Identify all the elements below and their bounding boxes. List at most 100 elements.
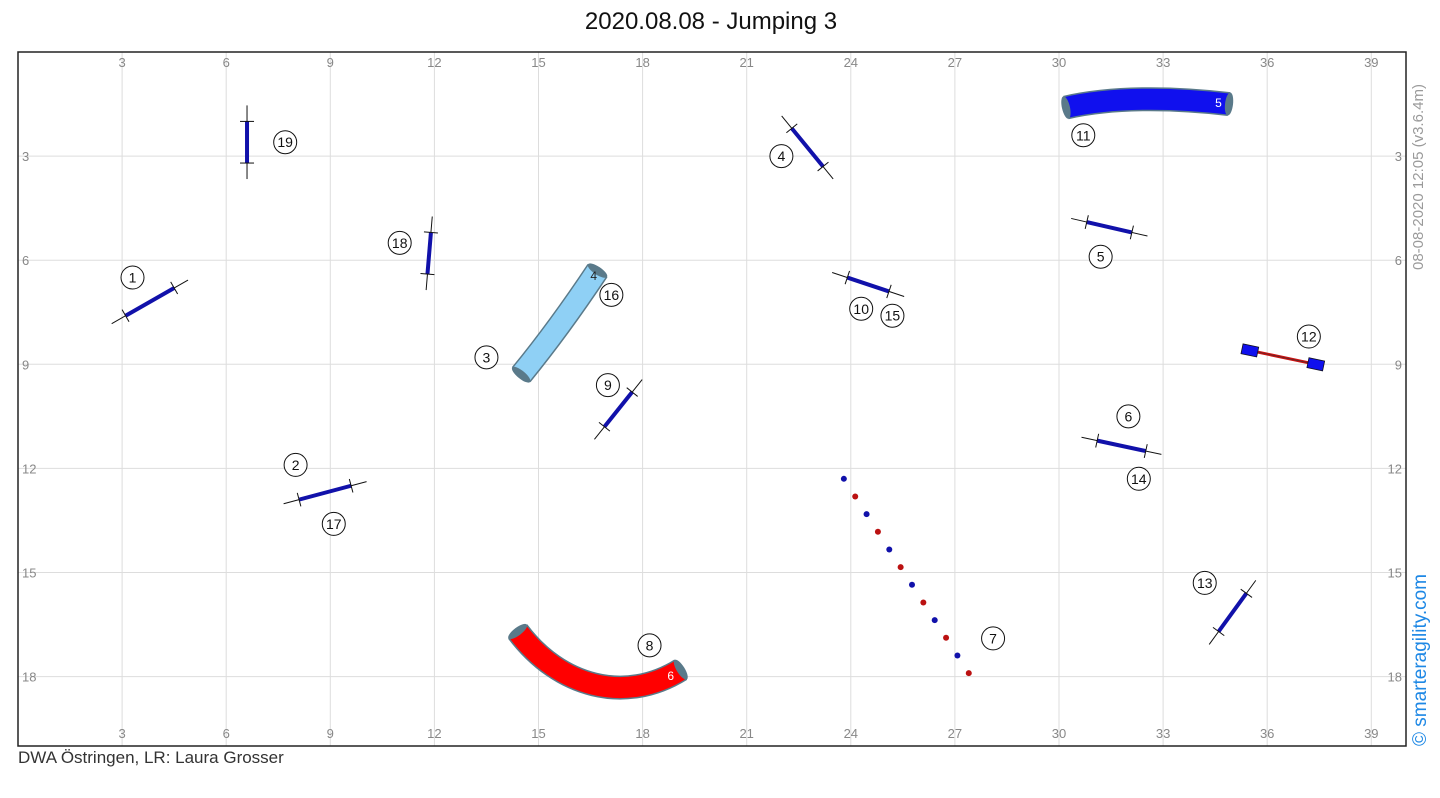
tunnel-end (508, 623, 528, 640)
jump-10 (831, 270, 905, 299)
x-tick-label-bottom: 39 (1364, 726, 1378, 741)
sequence-label-18: 18 (387, 230, 412, 255)
version-stamp: 08-08-2020 12:05 (v3.6.4m) (1410, 84, 1427, 270)
x-tick-label-bottom: 9 (327, 726, 334, 741)
jump-4 (781, 115, 834, 180)
x-tick-label-bottom: 21 (739, 726, 753, 741)
jump-stand (786, 123, 798, 134)
brand-credit: © smarteragility.com (1410, 573, 1431, 746)
sequence-number: 15 (885, 308, 901, 324)
x-tick-label-bottom: 3 (118, 726, 125, 741)
x-tick-label-top: 21 (739, 55, 753, 70)
sequence-label-19: 19 (273, 130, 298, 155)
jump-bar (1096, 438, 1147, 454)
wall-pillar (1306, 357, 1326, 372)
footer-info: DWA Östringen, LR: Laura Grosser (18, 748, 284, 767)
sequence-circle (1126, 466, 1151, 491)
sequence-number: 11 (1076, 127, 1091, 143)
sequence-circle (1116, 404, 1141, 429)
sequence-number: 18 (392, 235, 408, 251)
sequence-circle (1192, 570, 1217, 595)
jump-stand (1212, 626, 1225, 637)
jump-bar (602, 390, 634, 429)
weave-pole (920, 599, 927, 606)
sequence-label-3: 3 (474, 345, 499, 370)
sequence-label-11: 11 (1071, 123, 1096, 148)
jump-stand (844, 270, 851, 285)
jump-bar (298, 483, 352, 502)
jump-stand (1129, 225, 1134, 240)
sequence-label-12: 12 (1296, 324, 1321, 349)
sequence-label-4: 4 (769, 144, 794, 169)
x-tick-label-top: 9 (327, 55, 334, 70)
jump-bar (124, 286, 176, 318)
weave-pole (954, 652, 961, 659)
tunnel-number: 5 (1215, 96, 1222, 110)
weave-pole (931, 617, 938, 624)
tunnel-end (673, 659, 688, 680)
sequence-label-17: 17 (321, 511, 346, 536)
sequence-number: 9 (604, 377, 612, 393)
x-tick-label-top: 15 (531, 55, 545, 70)
tunnel-end (1061, 96, 1071, 119)
jump-bar (425, 232, 433, 275)
tunnel-number: 4 (590, 269, 597, 283)
weave-pole (863, 511, 870, 518)
sequence-label-5: 5 (1088, 244, 1113, 269)
sequence-number: 6 (1125, 408, 1133, 424)
sequence-circle (637, 633, 662, 658)
x-tick-label-top: 12 (427, 55, 441, 70)
jump-2 (283, 478, 367, 507)
y-tick-label-right: 18 (1388, 670, 1402, 685)
jump-stand (348, 478, 354, 493)
x-tick-label-bottom: 18 (635, 726, 649, 741)
sequence-label-16: 16 (599, 282, 624, 307)
jump-bar (1217, 592, 1248, 633)
tunnel-body (513, 264, 607, 382)
x-tick-label-bottom: 15 (531, 726, 545, 741)
sequence-circle (474, 345, 499, 370)
sequence-circle (880, 303, 905, 328)
jump-stand (423, 231, 438, 234)
sequence-circle (1071, 123, 1096, 148)
jump-9 (594, 379, 643, 440)
tunnel-6: 6 (508, 623, 688, 700)
x-tick-label-top: 3 (118, 55, 125, 70)
tunnel-body (1063, 88, 1231, 118)
y-tick-label-right: 3 (1395, 149, 1402, 164)
y-tick-label-left: 12 (22, 461, 36, 476)
y-tick-label-left: 9 (22, 357, 29, 372)
sequence-label-10: 10 (849, 296, 874, 321)
y-tick-label-left: 15 (22, 566, 36, 581)
sequence-circle (273, 130, 298, 155)
sequence-label-6: 6 (1116, 404, 1141, 429)
weave-pole (897, 564, 904, 571)
x-tick-label-bottom: 36 (1260, 726, 1274, 741)
sequence-number: 17 (326, 516, 342, 532)
sequence-number: 4 (778, 148, 786, 164)
tunnel-end (511, 366, 531, 383)
y-tick-label-right: 12 (1388, 461, 1402, 476)
jump-stand (420, 273, 435, 276)
jump-18 (420, 216, 438, 291)
course-title: 2020.08.08 - Jumping 3 (584, 8, 838, 35)
x-tick-label-top: 30 (1052, 55, 1066, 70)
sequence-number: 7 (989, 630, 997, 646)
jump-bar (1086, 220, 1133, 235)
sequence-circle (599, 282, 624, 307)
sequence-circle (849, 296, 874, 321)
tunnel-number: 6 (667, 669, 674, 683)
sequence-circle (387, 230, 412, 255)
x-tick-label-top: 18 (635, 55, 649, 70)
grid: 3366991212151518182121242427273030333336… (18, 52, 1406, 746)
jump-stand (170, 281, 179, 295)
tunnel-end (587, 263, 608, 278)
course-border (17, 51, 1407, 747)
x-tick-label-top: 24 (844, 55, 858, 70)
sequence-circle (981, 626, 1006, 651)
sequence-label-8: 8 (637, 633, 662, 658)
sequence-number: 14 (1131, 471, 1147, 487)
jump-stand (121, 309, 130, 323)
jump-stand (1095, 433, 1100, 448)
